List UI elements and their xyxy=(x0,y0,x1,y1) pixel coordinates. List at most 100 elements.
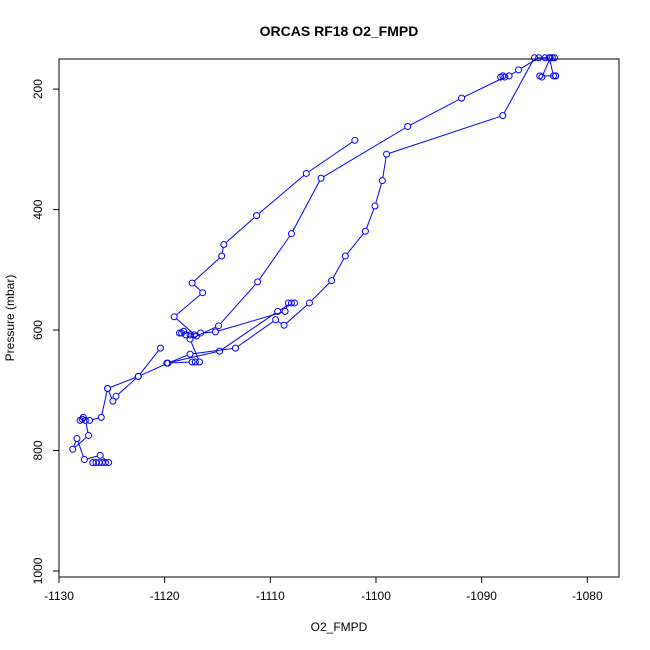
data-point xyxy=(505,72,513,80)
data-point xyxy=(182,331,190,339)
series-line-segment xyxy=(346,233,364,254)
series-line-segment xyxy=(92,417,99,421)
series-line-segment xyxy=(101,391,108,415)
series-line-segment xyxy=(73,441,77,447)
series-line-segment xyxy=(464,77,503,98)
data-point xyxy=(85,431,93,439)
data-point xyxy=(371,202,379,210)
series-line-segment xyxy=(108,391,113,399)
data-point xyxy=(215,322,223,330)
data-point xyxy=(170,313,178,321)
data-point xyxy=(97,413,105,421)
data-point xyxy=(287,230,295,238)
data-point xyxy=(73,434,81,442)
data-point xyxy=(497,73,505,81)
data-point xyxy=(104,384,112,392)
data-point xyxy=(383,150,391,158)
series-line-segment xyxy=(311,282,330,302)
series-line-segment xyxy=(110,377,136,388)
data-point xyxy=(545,54,553,62)
series-line-segment xyxy=(203,331,213,334)
series-line-segment xyxy=(542,60,550,75)
series-line-segment xyxy=(285,304,308,324)
series-line-segment xyxy=(176,294,201,316)
chart-title: ORCAS RF18 O2_FMPD xyxy=(260,23,419,39)
x-tick-label: -1120 xyxy=(150,589,180,603)
plot-area xyxy=(69,54,560,467)
data-point xyxy=(548,54,556,62)
data-point xyxy=(499,112,507,120)
data-point xyxy=(105,459,113,467)
data-point xyxy=(551,54,559,62)
x-tick-label: -1080 xyxy=(572,589,603,603)
data-point xyxy=(404,122,412,130)
data-point xyxy=(274,307,282,315)
data-point xyxy=(186,350,194,358)
data-point xyxy=(220,241,228,249)
data-point xyxy=(188,279,196,287)
data-point xyxy=(112,392,120,400)
series-line-segment xyxy=(237,321,274,347)
data-point xyxy=(196,358,204,366)
data-point xyxy=(281,307,289,315)
data-point xyxy=(515,66,523,74)
data-point xyxy=(180,327,188,335)
data-point xyxy=(351,136,359,144)
x-tick-label: -1130 xyxy=(44,589,74,603)
y-axis-label: Pressure (mbar) xyxy=(3,275,17,362)
series-1 xyxy=(69,54,560,467)
series-line-segment xyxy=(140,363,166,376)
y-tick-label: 800 xyxy=(31,440,45,460)
data-point xyxy=(96,451,104,459)
series-4 xyxy=(104,344,164,392)
series-line-segment xyxy=(332,258,345,279)
x-axis-label: O2_FMPD xyxy=(311,620,368,634)
x-tick-label: -1110 xyxy=(256,589,285,603)
data-point xyxy=(538,73,546,81)
series-line-segment xyxy=(292,180,321,232)
series-line-segment xyxy=(194,257,220,282)
series-line-segment xyxy=(139,350,159,375)
data-point xyxy=(101,459,109,467)
plot-frame xyxy=(58,58,620,578)
data-point xyxy=(80,456,88,464)
data-point xyxy=(231,344,239,352)
series-line-segment xyxy=(85,423,89,433)
series-line-segment xyxy=(221,247,224,254)
data-point xyxy=(458,94,466,102)
data-point xyxy=(254,278,262,286)
data-point xyxy=(188,358,196,366)
series-line-segment xyxy=(549,60,554,74)
series-line-segment xyxy=(308,141,353,173)
x-tick-label: -1100 xyxy=(361,589,391,603)
data-point xyxy=(317,174,325,182)
data-point xyxy=(199,289,207,297)
series-line-segment xyxy=(176,318,195,335)
data-point xyxy=(216,347,224,355)
y-tick-label: 600 xyxy=(31,320,45,340)
series-line-segment xyxy=(511,71,517,75)
series-line-segment xyxy=(277,321,282,325)
data-point xyxy=(69,445,77,453)
series-line-segment xyxy=(366,208,375,229)
series-3 xyxy=(163,54,553,367)
y-tick-label: 400 xyxy=(31,199,45,219)
data-point xyxy=(163,359,171,367)
data-point xyxy=(134,372,142,380)
series-line-segment xyxy=(520,58,537,69)
data-point xyxy=(302,169,310,177)
series-line-segment xyxy=(169,351,217,363)
series-line-segment xyxy=(389,116,501,154)
y-tick-label: 1000 xyxy=(31,557,45,584)
series-line-segment xyxy=(194,284,201,292)
series-line-segment xyxy=(503,60,534,114)
series-line-segment xyxy=(192,348,233,355)
data-point xyxy=(305,299,313,307)
data-point xyxy=(552,72,560,80)
data-point xyxy=(218,252,226,260)
data-point xyxy=(341,252,349,260)
series-line-segment xyxy=(169,361,190,364)
data-point xyxy=(280,321,288,329)
series-line-segment xyxy=(221,312,276,350)
y-axis: 200 400 600 800 1000 xyxy=(31,79,59,584)
